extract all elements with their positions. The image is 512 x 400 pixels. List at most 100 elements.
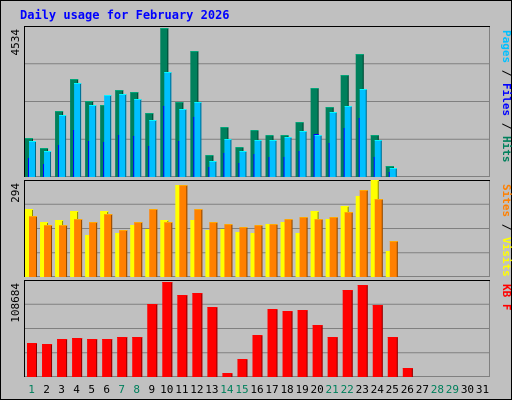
bar-kbytes-day-25-body: [387, 337, 398, 377]
bar-sites-day-21: [329, 217, 338, 277]
bar-kbytes-day-11-body: [177, 295, 188, 377]
bar-pages-day-9-light: [149, 120, 157, 121]
bar-sites-day-11: [179, 185, 188, 277]
bar-pages-day-23-light: [359, 89, 367, 90]
bar-kbytes-day-2-body: [42, 344, 53, 377]
bar-kbytes-day-13-shade: [216, 307, 218, 377]
bar-pages-day-7-shade: [125, 94, 127, 177]
bar-sites-day-13-shade: [216, 222, 218, 277]
bar-kbytes-day-12-shade: [201, 293, 203, 377]
bar-hits-day-8-light: [130, 92, 139, 93]
bar-pages-day-1-shade: [35, 141, 36, 177]
bar-kbytes-day-6-body: [102, 339, 113, 377]
bar-sites-day-1-body: [29, 216, 37, 277]
bar-sites-day-17-light: [269, 224, 278, 225]
bar-sites-day-18-body: [284, 219, 293, 277]
bar-hits-day-9-light: [145, 113, 154, 114]
x-tick-label-day-10: 10: [160, 383, 173, 396]
bar-sites-day-14-light: [224, 224, 233, 225]
x-tick-label-day-1: 1: [28, 383, 35, 396]
bar-pages-day-24: [374, 140, 382, 177]
bar-sites-day-24: [374, 199, 383, 277]
bar-kbytes-day-19: [297, 310, 308, 377]
bar-sites-day-7-body: [119, 230, 128, 277]
bar-sites-day-10-shade: [171, 222, 173, 277]
y-axis-label-part: Visits: [500, 237, 512, 277]
bar-pages-day-25-body: [389, 168, 397, 177]
bar-sites-day-9-light: [149, 209, 158, 210]
bar-pages-day-12-light: [194, 102, 202, 103]
bar-pages-day-5: [89, 105, 97, 177]
bar-sites-day-12-body: [194, 209, 203, 277]
y-max-label: 4534: [9, 29, 22, 56]
bar-kbytes-day-1-body: [27, 343, 37, 377]
bar-hits-day-20-light: [310, 88, 319, 89]
x-tick-label-day-3: 3: [58, 383, 65, 396]
bar-kbytes-day-19-body: [297, 310, 308, 377]
bar-hits-day-21-light: [325, 107, 334, 108]
bar-pages-day-1-body: [29, 141, 36, 177]
bar-pages-day-15: [239, 151, 247, 177]
bar-sites-day-19-shade: [306, 217, 308, 277]
bar-hits-day-11-light: [175, 102, 184, 103]
x-tick-label-day-24: 24: [371, 383, 385, 396]
bar-sites-day-15-shade: [246, 227, 248, 277]
bar-pages-day-9: [149, 120, 157, 177]
bar-pages-day-21-light: [329, 112, 337, 113]
bar-sites-day-3-shade: [66, 225, 68, 277]
bar-sites-day-13: [209, 222, 218, 277]
bar-sites-day-22-shade: [351, 212, 353, 277]
bar-pages-day-14: [224, 139, 232, 177]
bar-pages-day-8-light: [134, 99, 142, 100]
bar-pages-day-19: [299, 131, 307, 177]
bar-sites-day-21-shade: [336, 217, 338, 277]
bar-sites-day-11-light: [179, 185, 188, 186]
y-axis-label: KB F: [500, 284, 512, 311]
bar-pages-day-24-shade: [380, 140, 382, 177]
bar-pages-day-12-shade: [200, 102, 202, 177]
bar-pages-day-17-body: [269, 140, 277, 177]
bar-visits-day-20-light: [310, 211, 319, 212]
bar-hits-day-16-light: [250, 130, 259, 131]
bar-sites-day-23: [359, 190, 368, 277]
bar-pages-day-20-shade: [320, 135, 322, 177]
bar-sites-day-18-light: [284, 219, 293, 220]
bar-sites-day-8: [134, 222, 143, 277]
bar-sites-day-22-body: [344, 212, 353, 277]
bar-pages-day-9-body: [149, 120, 157, 177]
bar-hits-day-1-light: [25, 138, 33, 139]
bar-pages-day-12: [194, 102, 202, 177]
bar-sites-day-5-light: [89, 222, 98, 223]
bar-sites-day-6-shade: [111, 214, 113, 277]
bar-pages-day-5-shade: [95, 105, 97, 177]
bar-sites-day-18-shade: [291, 219, 293, 277]
bar-hits-day-12-light: [190, 51, 199, 52]
bar-kbytes-day-22-shade: [351, 290, 353, 377]
bar-kbytes-day-26-body: [402, 368, 413, 377]
bar-kbytes-day-7-body: [117, 337, 128, 377]
bar-pages-day-18-shade: [290, 137, 292, 177]
bar-hits-day-18-light: [280, 135, 289, 136]
bar-pages-day-15-light: [239, 151, 247, 152]
bar-sites-day-17: [269, 224, 278, 277]
bar-kbytes-day-5-shade: [96, 339, 98, 377]
bar-pages-day-17-light: [269, 140, 277, 141]
bar-kbytes-day-8-light: [132, 337, 143, 338]
bar-hits-day-4-light: [70, 79, 79, 80]
x-tick-label-day-11: 11: [175, 383, 188, 396]
bar-kbytes-day-21: [327, 337, 338, 377]
bar-sites-day-10: [164, 222, 173, 277]
y-axis-label-part: /: [500, 116, 512, 136]
bar-sites-day-25-shade: [396, 241, 398, 277]
bar-kbytes-day-4: [72, 338, 83, 377]
bar-kbytes-day-20: [312, 325, 323, 377]
bar-kbytes-day-3-shade: [66, 339, 68, 377]
x-tick-label-day-22: 22: [341, 383, 354, 396]
bar-pages-day-14-body: [224, 139, 232, 177]
bar-kbytes-day-9-body: [147, 304, 158, 377]
bar-sites-day-9: [149, 209, 158, 277]
bar-pages-day-6-light: [104, 95, 112, 96]
bar-pages-day-23-body: [359, 89, 367, 177]
bar-kbytes-day-16-shade: [261, 335, 263, 377]
bar-kbytes-day-17-shade: [276, 309, 278, 377]
